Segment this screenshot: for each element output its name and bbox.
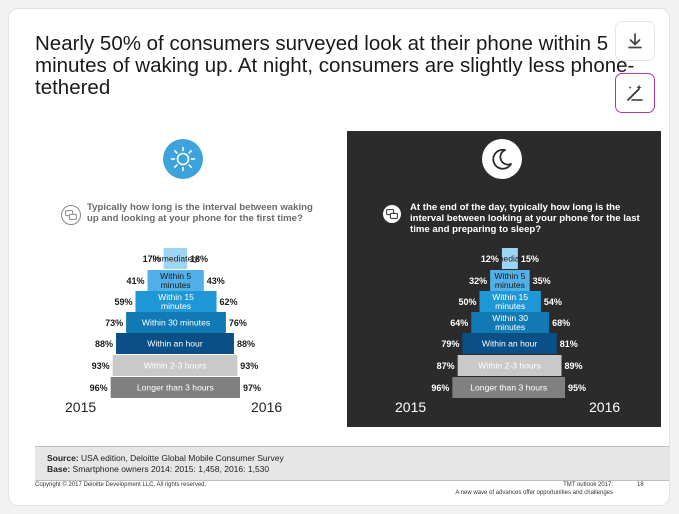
slide-card: Nearly 50% of consumers surveyed look at… [8,8,670,506]
source-note: Source: USA edition, Deloitte Global Mob… [35,446,669,481]
value-label-2015: 64% [450,318,468,328]
value-label-2015: 79% [441,339,459,349]
night-panel: At the end of the day, typically how lon… [347,131,661,427]
pyramid-bar-6 [112,355,238,376]
base-text: Smartphone owners 2014: 2015: 1,458, 201… [72,464,270,474]
value-label-2015: 50% [458,297,476,307]
value-label-2016: 43% [207,276,225,286]
source-text: USA edition, Deloitte Global Mobile Cons… [81,453,284,463]
copyright-text: Copyright © 2017 Deloitte Development LL… [35,482,207,488]
download-icon [628,33,642,49]
value-label-2015: 88% [95,339,113,349]
pyramid-bar-2 [490,270,530,291]
pyramid-bar-1 [501,248,518,269]
sun-icon-badge [163,139,203,179]
category-label: Longer than 3 hours [137,383,214,393]
moon-icon-badge [482,139,522,179]
value-label-2015: 87% [437,361,455,371]
page-number: 18 [637,482,644,488]
pyramid-bar-7 [452,377,566,398]
category-label: Within 15 minutes [492,292,528,311]
value-label-2016: 35% [533,276,551,286]
value-label-2015: 17% [143,254,161,264]
value-label-2016: 81% [560,339,578,349]
moon-icon [492,148,512,170]
category-label: Longer than 3 hours [470,383,547,393]
value-label-2015: 32% [469,276,487,286]
category-label: Within an hour [147,339,203,349]
chat-bubble-icon [61,205,81,225]
download-button[interactable] [615,21,655,61]
category-label: Within an hour [482,339,538,349]
value-label-2015: 12% [481,254,499,264]
pyramid-bar-3 [135,291,217,312]
publication-title: TMT outlook 2017: [563,482,613,488]
year-label-2016: 2016 [251,399,283,415]
value-label-2015: 59% [114,297,132,307]
value-label-2016: 88% [237,339,255,349]
year-label-2015: 2015 [395,399,427,415]
value-label-2015: 96% [431,383,449,393]
category-label: Within 30 minutes [142,318,210,328]
pyramid-bar-2 [147,270,204,291]
value-label-2016: 89% [565,361,583,371]
publication-subtitle: A new wave of advances offer opportuniti… [455,489,613,496]
pyramid-bar-3 [479,291,541,312]
value-label-2016: 95% [568,383,586,393]
category-label: Within 2-3 hours [144,361,207,371]
publication-footer: TMT outlook 2017: A new wave of advances… [455,482,613,497]
value-label-2016: 18% [190,254,208,264]
category-label: Within 5 minutes [494,271,525,290]
category-label: Within 15 minutes [158,292,194,311]
magic-pen-icon [627,84,643,101]
value-label-2016: 68% [552,318,570,328]
value-label-2016: 54% [544,297,562,307]
value-label-2015: 73% [105,318,123,328]
pyramid-bar-4 [471,312,550,333]
value-label-2015: 93% [92,361,110,371]
value-label-2016: 15% [521,254,539,264]
base-label: Base: [47,464,71,474]
source-label: Source: [47,453,79,463]
pyramid-bar-1 [163,248,188,269]
category-label: Immediately [487,254,534,264]
pyramid-bar-7 [110,377,240,398]
morning-question: Typically how long is the interval betwe… [87,202,313,224]
slide-title: Nearly 50% of consumers surveyed look at… [35,32,635,99]
category-label: Within 2-3 hours [478,361,541,371]
night-question: At the end of the day, typically how lon… [410,202,640,235]
ai-edit-button[interactable] [615,73,655,113]
sun-icon [170,146,196,172]
value-label-2016: 93% [240,361,258,371]
chat-bubble-icon [383,205,401,223]
value-label-2016: 76% [229,318,247,328]
year-label-2015: 2015 [65,399,97,415]
value-label-2015: 41% [127,276,145,286]
pyramid-bar-6 [457,355,562,376]
value-label-2015: 96% [90,383,108,393]
morning-panel: Typically how long is the interval betwe… [19,131,329,427]
year-label-2016: 2016 [589,399,621,415]
value-label-2016: 62% [220,297,238,307]
pyramid-bar-5 [462,333,557,354]
category-label: Within 5 minutes [160,271,191,290]
value-label-2016: 97% [243,383,261,393]
pyramid-bar-5 [116,333,234,354]
pyramid-bar-4 [126,312,226,333]
category-label: Immediately [152,254,199,264]
category-label: Within 30 minutes [492,313,528,332]
